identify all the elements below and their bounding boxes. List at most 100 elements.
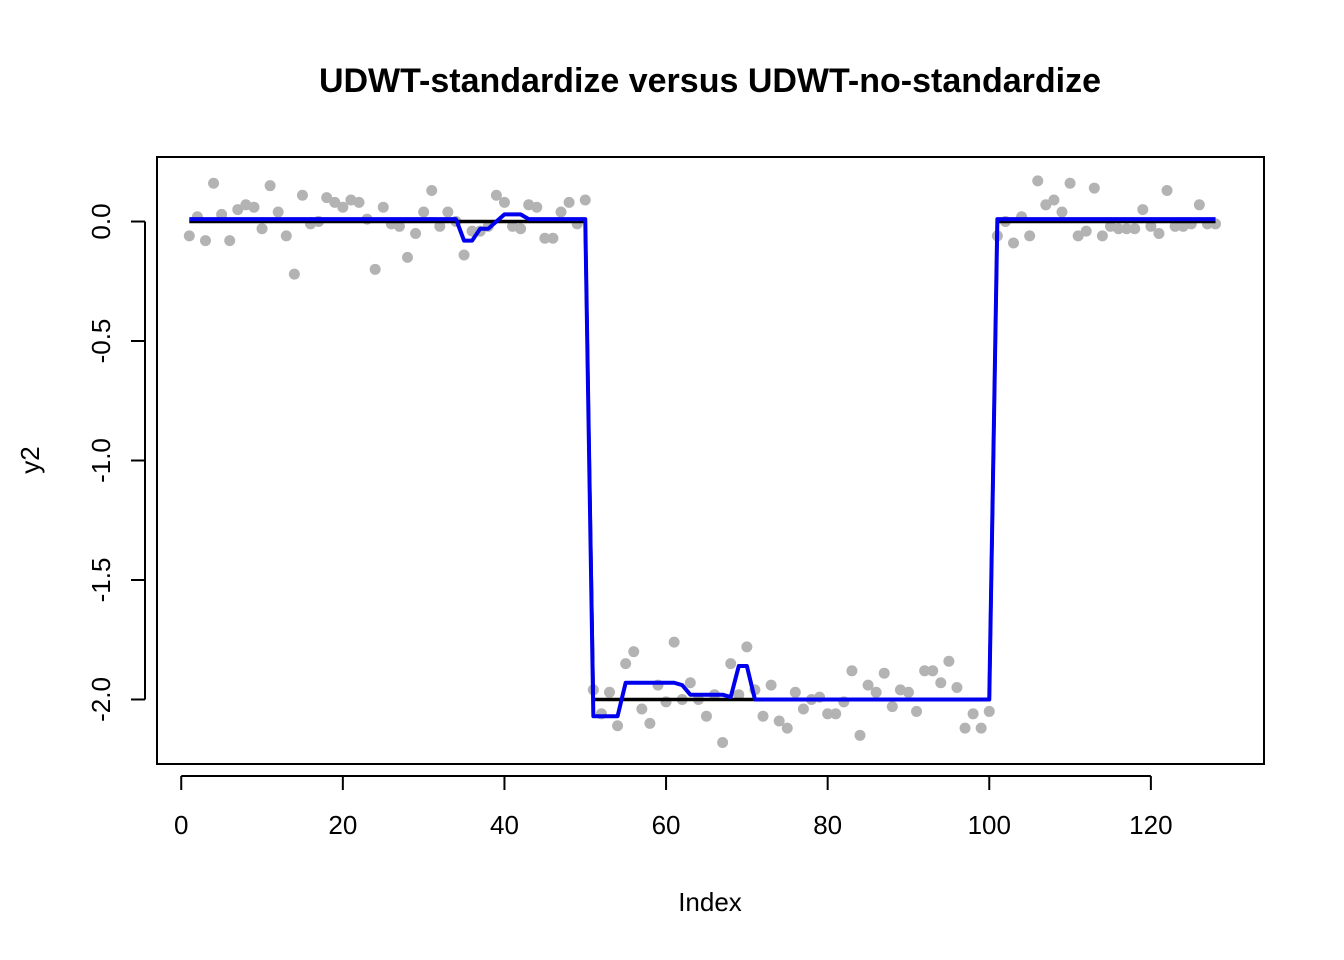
data-point bbox=[967, 708, 979, 720]
data-point bbox=[1048, 194, 1060, 206]
data-point bbox=[442, 206, 454, 218]
data-point bbox=[604, 686, 615, 698]
data-point bbox=[1080, 225, 1092, 237]
data-point bbox=[911, 705, 923, 717]
data-point bbox=[919, 665, 931, 677]
data-point bbox=[329, 196, 341, 208]
data-point bbox=[733, 689, 745, 701]
data-point bbox=[1145, 220, 1157, 232]
data-point bbox=[547, 232, 559, 244]
data-point bbox=[1161, 184, 1173, 196]
data-point bbox=[224, 235, 236, 247]
x-tick-label: 100 bbox=[968, 810, 1011, 840]
data-point bbox=[232, 204, 244, 216]
data-point bbox=[636, 703, 648, 715]
data-point bbox=[1169, 220, 1181, 232]
x-tick-label: 40 bbox=[490, 810, 519, 840]
estimate-line bbox=[189, 212, 1216, 719]
data-point bbox=[612, 720, 624, 732]
data-point bbox=[983, 705, 995, 717]
data-point bbox=[1072, 230, 1084, 242]
data-point bbox=[579, 194, 591, 206]
data-point bbox=[337, 201, 349, 213]
x-tick-label: 80 bbox=[813, 810, 842, 840]
data-point bbox=[927, 665, 939, 677]
data-point bbox=[854, 729, 866, 741]
data-point bbox=[1032, 175, 1044, 187]
y-tick-label: -1.5 bbox=[86, 558, 116, 603]
data-point bbox=[1064, 177, 1076, 189]
x-tick-label: 20 bbox=[328, 810, 357, 840]
data-point bbox=[959, 722, 971, 734]
chart-title: UDWT-standardize versus UDWT-no-standard… bbox=[319, 62, 1101, 100]
data-point bbox=[458, 249, 470, 261]
x-tick-label: 60 bbox=[652, 810, 681, 840]
data-point bbox=[1056, 206, 1068, 218]
data-point bbox=[781, 722, 793, 734]
data-point bbox=[418, 206, 430, 218]
data-point bbox=[216, 208, 228, 220]
y-axis-label: y2 bbox=[15, 446, 45, 473]
data-point bbox=[1040, 199, 1052, 211]
y-tick-label: -0.5 bbox=[86, 319, 116, 364]
x-axis: 0 20 40 60 80 100 120 bbox=[174, 775, 1173, 840]
data-point bbox=[296, 189, 308, 201]
data-point bbox=[248, 201, 260, 213]
data-point bbox=[741, 641, 753, 653]
data-point bbox=[272, 206, 284, 218]
data-point bbox=[797, 703, 809, 715]
data-point bbox=[288, 268, 300, 280]
data-point bbox=[644, 717, 656, 729]
x-tick-label: 120 bbox=[1129, 810, 1172, 840]
data-point bbox=[700, 710, 712, 722]
data-point bbox=[684, 677, 696, 689]
data-layer bbox=[183, 175, 1222, 748]
data-point bbox=[862, 679, 874, 691]
y-tick-label: -1.0 bbox=[86, 438, 116, 483]
data-point bbox=[725, 658, 737, 670]
data-point bbox=[668, 636, 680, 648]
x-tick-label: 0 bbox=[174, 810, 188, 840]
data-point bbox=[515, 223, 527, 235]
truth-line bbox=[189, 219, 1216, 702]
data-point bbox=[935, 677, 947, 689]
data-point bbox=[183, 230, 195, 242]
data-point bbox=[498, 196, 510, 208]
data-point bbox=[401, 251, 413, 263]
data-point bbox=[321, 192, 333, 204]
data-point bbox=[765, 679, 777, 691]
data-point bbox=[951, 682, 963, 694]
data-point bbox=[434, 220, 446, 232]
data-point bbox=[628, 646, 640, 658]
data-point bbox=[208, 177, 220, 189]
data-point bbox=[199, 235, 211, 247]
data-point bbox=[1129, 223, 1141, 235]
data-point bbox=[563, 196, 575, 208]
data-point bbox=[256, 223, 268, 235]
data-point bbox=[1137, 204, 1149, 216]
data-point bbox=[426, 184, 438, 196]
data-point bbox=[1153, 227, 1165, 239]
data-point bbox=[1113, 223, 1125, 235]
data-point bbox=[531, 201, 543, 213]
x-axis-label: Index bbox=[678, 887, 742, 917]
data-point bbox=[353, 196, 365, 208]
data-point bbox=[264, 180, 276, 192]
data-point bbox=[377, 201, 389, 213]
data-point bbox=[1008, 237, 1020, 249]
data-point bbox=[870, 686, 882, 698]
data-point bbox=[943, 655, 955, 667]
plot-frame bbox=[156, 156, 1265, 765]
y-tick-label: -2.0 bbox=[86, 677, 116, 722]
data-point bbox=[717, 736, 729, 748]
y-axis: 0.0 -0.5 -1.0 -1.5 -2.0 bbox=[86, 203, 146, 722]
data-point bbox=[902, 686, 914, 698]
data-point bbox=[822, 708, 834, 720]
data-point bbox=[620, 658, 632, 670]
data-point bbox=[975, 722, 987, 734]
data-point bbox=[1121, 223, 1133, 235]
data-point bbox=[1096, 230, 1108, 242]
data-point bbox=[555, 206, 567, 218]
data-point bbox=[280, 230, 292, 242]
